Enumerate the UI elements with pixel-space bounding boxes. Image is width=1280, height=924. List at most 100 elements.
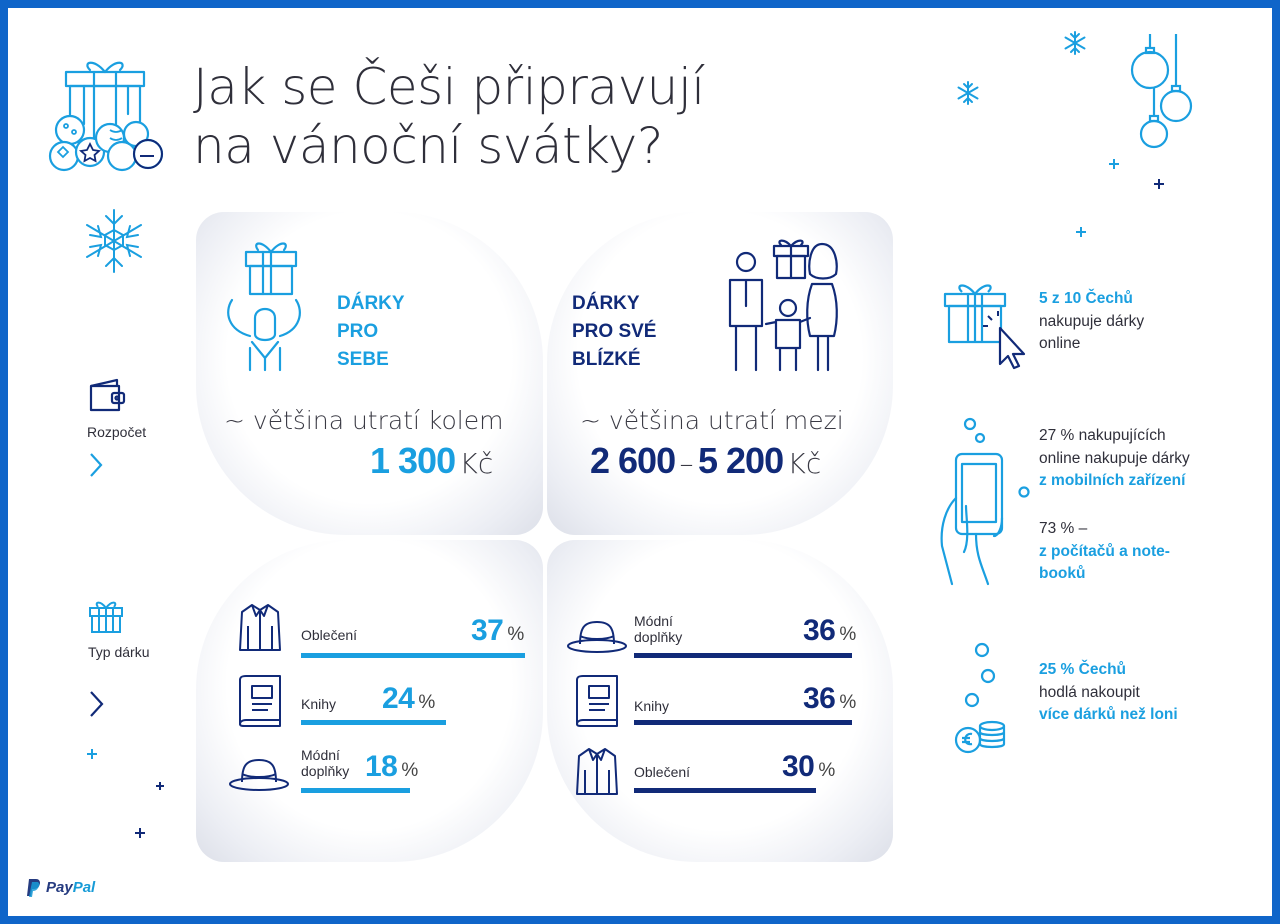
heading-line: DÁRKY: [572, 293, 640, 314]
loved-gifts-type-panel: [547, 540, 893, 862]
row-label: Oblečení: [634, 764, 690, 780]
label-line: Módní: [634, 613, 673, 629]
person-with-gift-icon: [227, 242, 301, 372]
row-label: Módní doplňky: [301, 747, 349, 779]
amount-to: 5 200: [698, 440, 784, 481]
self-spend-amount: 1 300 Kč: [370, 440, 493, 482]
percent-unit: %: [839, 624, 857, 645]
share-bar: [634, 720, 852, 725]
label-line: Knihy: [634, 698, 670, 714]
label-line: Knihy: [301, 696, 337, 712]
label-line: Módní: [301, 747, 340, 763]
chevron-right-icon: [90, 691, 104, 717]
percent-value: 37: [471, 614, 504, 647]
coins-icon: [954, 642, 1006, 754]
gifts-illustration-icon: [48, 61, 164, 172]
label-line: doplňky: [634, 629, 683, 645]
gift-icon: [89, 601, 123, 633]
label-line: Oblečení: [301, 627, 358, 643]
fact-line: nakupuje dárky: [1039, 312, 1145, 330]
percent-unit: %: [507, 624, 525, 645]
amount-from: 2 600: [590, 440, 676, 481]
fact-highlight: 5 z 10 Čechů: [1039, 290, 1133, 307]
loved-spend-amount: 2 600 – 5 200 Kč: [590, 440, 821, 482]
budget-label: Rozpočet: [87, 424, 147, 440]
snowflake-icon: [86, 209, 142, 273]
title-line-1: Jak se Češi připravují: [193, 58, 705, 116]
percent-value: 36: [803, 614, 836, 647]
share-bar: [301, 720, 446, 725]
sparkle-icon: [135, 828, 145, 838]
percentage: 24%: [382, 682, 435, 716]
currency: Kč: [787, 447, 822, 480]
more-gifts-fact: 25 % Čechů hodlá nakoupit více dárků než…: [1039, 659, 1178, 727]
brand-part: Pal: [72, 879, 96, 896]
snowflake-icon: [1064, 31, 1086, 55]
heading-line: DÁRKY: [337, 293, 405, 314]
share-bar: [301, 788, 410, 793]
loved-gifts-budget-panel: [547, 212, 893, 535]
fact-line: 73 % –: [1039, 520, 1088, 537]
percentage: 36%: [803, 682, 856, 716]
heading-line: SEBE: [337, 349, 389, 370]
fact-line: online: [1039, 335, 1081, 352]
hand-phone-icon: [940, 417, 1030, 586]
self-spend-text: ~ většina utratí kolem: [224, 406, 504, 435]
paypal-logo: PayPal: [46, 879, 95, 896]
self-gifts-heading: DÁRKY PRO SEBE: [337, 290, 405, 374]
fact-highlight: z počítačů a note-: [1039, 542, 1170, 560]
percent-value: 18: [365, 750, 398, 783]
fact-line: online nakupuje dárky: [1039, 449, 1190, 467]
percentage: 36%: [803, 614, 856, 648]
percent-unit: %: [401, 760, 419, 781]
fact-highlight: více dárků než loni: [1039, 706, 1178, 723]
pc-fact: 73 % – z počítačů a note- booků: [1039, 518, 1170, 586]
fact-line: 27 % nakupujících: [1039, 427, 1166, 444]
online-fact: 5 z 10 Čechů nakupuje dárky online: [1039, 288, 1144, 356]
title-line-2: na vánoční svátky?: [193, 117, 663, 175]
percent-unit: %: [839, 692, 857, 713]
percent-value: 24: [382, 682, 415, 715]
heading-line: BLÍZKÉ: [572, 349, 641, 370]
percent-unit: %: [418, 692, 436, 713]
heading-line: PRO: [337, 321, 379, 342]
jacket-icon: [576, 748, 618, 795]
fact-line: hodlá nakoupit: [1039, 683, 1140, 701]
loved-spend-text: ~ většina utratí mezi: [580, 406, 844, 435]
sparkle-icon: [156, 782, 164, 790]
range-dash: –: [679, 447, 694, 480]
share-bar: [301, 653, 525, 658]
percentage: 18%: [365, 750, 418, 784]
book-icon: [576, 675, 618, 727]
gift-cursor-icon: [943, 284, 1026, 370]
share-bar: [634, 653, 852, 658]
chevron-right-icon: [90, 453, 103, 477]
hat-icon: [229, 759, 289, 791]
mobile-fact: 27 % nakupujících online nakupuje dárky …: [1039, 425, 1190, 493]
self-gifts-type-panel: [196, 540, 543, 862]
heading-line: PRO SVÉ: [572, 321, 657, 342]
sparkle-icon: [1076, 227, 1086, 237]
percent-value: 30: [782, 750, 815, 783]
family-icon: [728, 239, 838, 372]
page-title: Jak se Češi připravují na vánoční svátky…: [193, 58, 705, 176]
label-line: Oblečení: [634, 764, 691, 780]
percentage: 30%: [782, 750, 835, 784]
currency: Kč: [459, 447, 494, 480]
ornaments-icon: [1130, 34, 1193, 149]
brand-part: Pay: [46, 879, 73, 896]
loved-gifts-heading: DÁRKY PRO SVÉ BLÍZKÉ: [572, 290, 656, 374]
gift-type-label: Typ dárku: [88, 644, 150, 660]
percent-value: 36: [803, 682, 836, 715]
fact-highlight: z mobilních zařízení: [1039, 472, 1186, 489]
row-label: Knihy: [301, 696, 336, 712]
amount-value: 1 300: [370, 440, 456, 481]
sparkle-icon: [1109, 159, 1119, 169]
hat-icon: [567, 621, 627, 653]
share-bar: [634, 788, 816, 793]
row-label: Oblečení: [301, 627, 357, 643]
percent-unit: %: [818, 760, 836, 781]
row-label: Knihy: [634, 698, 669, 714]
book-icon: [239, 675, 281, 727]
sparkle-icon: [87, 749, 97, 759]
